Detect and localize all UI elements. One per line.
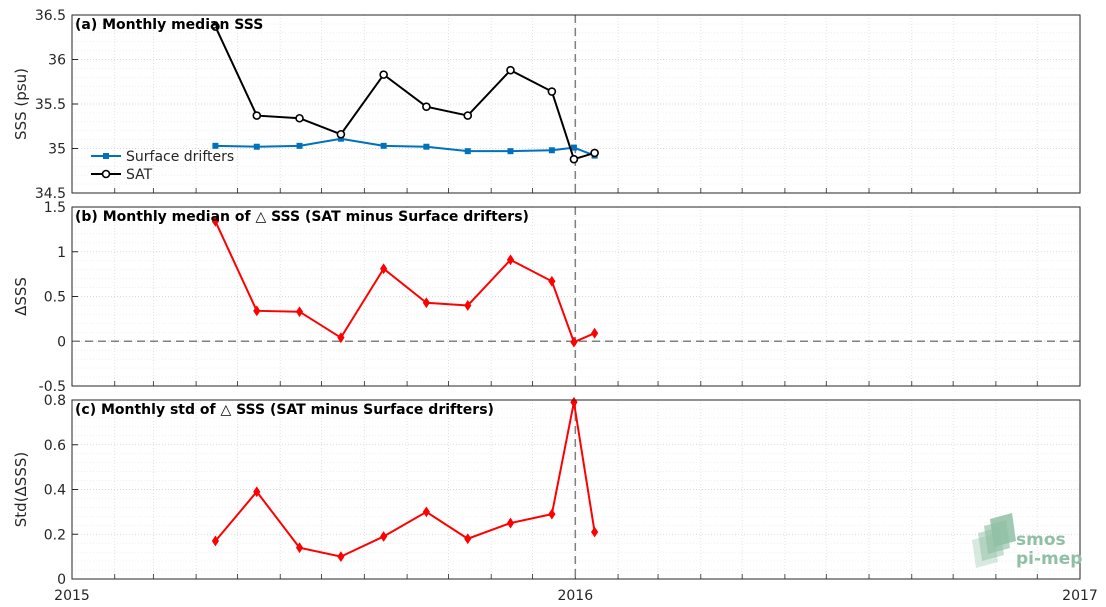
legend-label: SAT	[126, 167, 153, 183]
data-point	[548, 275, 556, 287]
legend-marker	[101, 169, 111, 179]
data-point	[337, 332, 345, 344]
series-sat-line	[214, 26, 595, 161]
data-point	[211, 535, 220, 547]
data-point	[295, 113, 304, 123]
legend: Surface drifters SAT	[91, 149, 234, 183]
logo-text-line1: smos	[1016, 530, 1066, 550]
data-point	[422, 102, 431, 111]
y-tick-label: 35.5	[35, 97, 66, 113]
axes-box	[71, 206, 1081, 387]
panel-title: (b) Monthly median of △ SSS (SAT minus S…	[75, 209, 529, 225]
y-tick-label: 36	[48, 53, 66, 69]
x-tick-label: 2016	[557, 588, 593, 604]
y-tick-label: 0.4	[44, 483, 66, 499]
axes-box	[71, 399, 1081, 580]
data-point	[570, 144, 577, 151]
data-point	[211, 22, 220, 31]
data-point	[507, 148, 514, 155]
data-point	[464, 533, 472, 545]
y-tick-label: 35	[48, 142, 66, 158]
y-axis-label: ΔSSS	[12, 277, 30, 316]
panel-title: (c) Monthly std of △ SSS (SAT minus Surf…	[75, 402, 494, 418]
series-1-line	[214, 220, 596, 344]
y-tick-label: 34.5	[35, 186, 66, 202]
data-point	[211, 215, 220, 227]
y-tick-label: 1	[57, 245, 66, 261]
data-point	[337, 551, 345, 563]
data-point	[570, 336, 578, 348]
y-tick-label: 0.5	[44, 290, 66, 306]
data-point	[464, 148, 471, 155]
x-tick-label: 2017	[1062, 588, 1098, 604]
data-point	[212, 142, 219, 149]
y-tick-label: 0	[57, 572, 66, 588]
data-point	[423, 143, 430, 150]
data-point	[569, 154, 579, 164]
y-tick-label: 36.5	[35, 8, 66, 24]
y-axis-label: Std(ΔSSS)	[12, 452, 30, 527]
y-axis-label: SSS (psu)	[12, 68, 30, 140]
legend-label: Surface drifters	[126, 149, 234, 165]
logo-layer-icon	[990, 513, 1016, 547]
data-point	[591, 327, 599, 339]
data-point	[591, 526, 599, 538]
logo-text-line2: pi-mep	[1016, 549, 1082, 569]
panel-a: 34.5 35 35.5 36 36.5 (a) Monthly median SSS SS…	[12, 8, 1081, 202]
data-point	[295, 542, 304, 554]
data-point	[252, 111, 262, 120]
data-point	[547, 87, 557, 96]
data-point	[253, 305, 261, 317]
y-tick-label: 0.2	[44, 527, 66, 543]
data-point	[506, 254, 515, 266]
series-1-line	[214, 402, 596, 558]
series-surface-drifters-line	[215, 137, 595, 157]
data-point	[506, 65, 515, 75]
data-point	[337, 135, 344, 142]
y-tick-label: 1.5	[44, 200, 66, 216]
data-point	[295, 306, 304, 318]
data-point	[463, 111, 473, 120]
panel-title: (a) Monthly median SSS	[75, 17, 263, 33]
data-point	[422, 506, 430, 518]
axes-box	[71, 14, 1081, 194]
data-point	[464, 300, 472, 311]
panel-b: -0.5 0 0.5 1 1.5 (b) Monthly median of △ SSS …	[12, 200, 1081, 395]
panel-c: 0 0.2 0.4 0.6 0.8 (c) Monthly std of △ SSS (S…	[12, 393, 1098, 604]
data-point	[380, 531, 388, 542]
data-point	[548, 508, 556, 520]
y-tick-label: 0	[57, 334, 66, 350]
data-point	[296, 142, 303, 149]
y-tick-label: 0.6	[44, 438, 66, 454]
data-point	[336, 129, 346, 139]
data-point	[380, 263, 388, 275]
data-point	[380, 142, 387, 149]
data-point	[379, 70, 388, 79]
data-point	[422, 297, 430, 309]
data-point	[253, 143, 260, 150]
data-point	[253, 486, 261, 498]
data-point	[506, 517, 515, 529]
y-tick-label: 0.8	[44, 393, 66, 409]
y-tick-label: -0.5	[39, 379, 66, 395]
legend-marker	[103, 153, 109, 159]
x-tick-label: 2015	[54, 588, 90, 604]
data-point	[548, 147, 555, 154]
data-point	[590, 148, 599, 158]
